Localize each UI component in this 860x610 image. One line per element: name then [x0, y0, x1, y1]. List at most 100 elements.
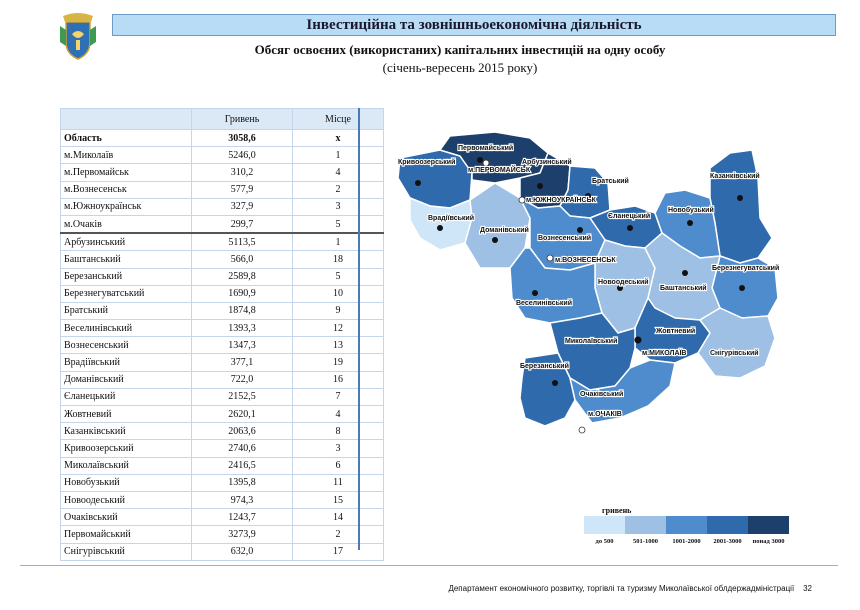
legend-swatch — [666, 516, 707, 534]
table-row: Миколаївський 2416,5 6 — [60, 456, 384, 475]
table-row: Кривоозерський 2740,6 3 — [60, 439, 384, 458]
legend-title: гривень — [602, 506, 632, 515]
row-rank: 2 — [292, 525, 384, 544]
row-rank: 3 — [292, 439, 384, 458]
map-label-yelanetskyi: Єланецький — [608, 212, 650, 220]
row-name: м.Южноукраїнськ — [60, 197, 192, 216]
row-value: 2740,6 — [191, 439, 293, 458]
row-name: Доманівський — [60, 370, 192, 389]
marker-arbuzynskyi — [537, 183, 543, 189]
row-rank: 6 — [292, 456, 384, 475]
legend-label: 1001-2000 — [672, 538, 700, 545]
row-name: м.Вознесенськ — [60, 180, 192, 199]
row-rank: 17 — [292, 542, 384, 561]
row-rank: 15 — [292, 490, 384, 510]
map-label-voznesenskyi: Вознесенський — [538, 234, 591, 242]
row-rank: 1 — [292, 146, 384, 165]
legend-label: 2001-3000 — [713, 538, 741, 545]
row-rank: 8 — [292, 422, 384, 441]
table-row: Веселинівський 1393,3 12 — [60, 319, 384, 338]
row-rank: 4 — [292, 404, 384, 424]
table-row: Очаківський 1243,7 14 — [60, 508, 384, 527]
marker-yelanetskyi — [627, 225, 633, 231]
footer: Департамент економічного розвитку, торгі… — [448, 584, 812, 593]
row-rank: 10 — [292, 284, 384, 303]
row-name: Жовтневий — [60, 404, 192, 424]
table-row: м.Миколаїв 5246,0 1 — [60, 146, 384, 165]
table-row: Баштанський 566,0 18 — [60, 250, 384, 269]
row-value: 3058,6 — [191, 128, 293, 148]
marker-voznesensk — [546, 254, 554, 262]
row-value: 974,3 — [191, 490, 293, 510]
row-rank: 2 — [292, 180, 384, 199]
district-veselynivskyi — [509, 247, 603, 324]
row-name: Казанківський — [60, 422, 192, 441]
row-name: Березанський — [60, 267, 192, 286]
row-value: 1690,9 — [191, 284, 293, 303]
map-label-bratskyi: Братський — [592, 177, 629, 185]
row-value: 632,0 — [191, 542, 293, 561]
row-value: 1393,3 — [191, 319, 293, 338]
header-value-cell: Гривень — [191, 108, 293, 130]
row-value: 327,9 — [191, 197, 293, 216]
row-value: 1395,8 — [191, 473, 293, 492]
footer-divider — [20, 565, 838, 566]
row-rank: 9 — [292, 301, 384, 321]
table-row: Жовтневий 2620,1 4 — [60, 404, 384, 424]
row-name: Березнегуватський — [60, 284, 192, 303]
district-snihurivskyi — [697, 307, 776, 379]
map-label-mykolaiv: м.МИКОЛАЇВ — [642, 349, 686, 357]
row-name: м.Очаків — [60, 214, 192, 234]
map-label-bereznehuvatskyi: Березнегуватський — [712, 264, 779, 272]
row-name: Єланецький — [60, 387, 192, 407]
map-label-kazankivskyi: Казанківський — [710, 172, 760, 180]
table-row: Новоодеський 974,3 15 — [60, 490, 384, 510]
row-value: 3273,9 — [191, 525, 293, 544]
table-header-row: Гривень Місце — [60, 108, 384, 130]
map-label-domanivskyi: Доманівський — [480, 226, 529, 234]
row-rank: 5 — [292, 267, 384, 286]
table-row: Новобузький 1395,8 11 — [60, 473, 384, 492]
header-name-cell — [60, 108, 192, 130]
marker-snihurivskyi — [747, 350, 753, 356]
row-name: м.Миколаїв — [60, 146, 192, 165]
table-row: м.Вознесенськ 577,9 2 — [60, 180, 384, 199]
marker-bratskyi — [585, 193, 591, 199]
row-value: 310,2 — [191, 163, 293, 182]
row-rank: 18 — [292, 250, 384, 269]
row-value: 2152,5 — [191, 387, 293, 407]
row-rank: 11 — [292, 473, 384, 492]
district-ochakivskyi — [569, 359, 676, 424]
marker-kazankivskyi — [737, 195, 743, 201]
row-name: Кривоозерський — [60, 439, 192, 458]
row-rank: 4 — [292, 163, 384, 182]
marker-yuzhnoukrainsk — [518, 196, 526, 204]
row-rank: 13 — [292, 336, 384, 355]
map-label-voznesensk: м.ВОЗНЕСЕНСЬК — [555, 257, 616, 264]
row-value: 2063,6 — [191, 422, 293, 441]
row-rank: 7 — [292, 387, 384, 407]
row-name: Веселинівський — [60, 319, 192, 338]
district-berezanskyi — [519, 352, 576, 427]
row-rank: х — [292, 128, 384, 148]
row-value: 1243,7 — [191, 508, 293, 527]
map-label-yuzhnoukrainsk: м.ЮЖНОУКРАЇНСЬК — [526, 196, 597, 204]
row-value: 566,0 — [191, 250, 293, 269]
marker-domanivskyi — [492, 237, 498, 243]
period-label: (січень-вересень 2015 року) — [382, 60, 538, 75]
table-row: Первомайський 3273,9 2 — [60, 525, 384, 544]
map-label-bashtanskyi: Баштанський — [660, 284, 707, 292]
investment-table: Гривень Місце Область 3058,6 х м.Миколаї… — [60, 108, 384, 561]
table-row: Доманівський 722,0 16 — [60, 370, 384, 389]
row-name: Миколаївський — [60, 456, 192, 475]
table-row: Снігурівський 632,0 17 — [60, 542, 384, 561]
legend-label: до 500 — [596, 538, 614, 545]
marker-ochakiv — [578, 426, 586, 434]
district-kazankivskyi — [709, 149, 773, 264]
row-name: Вознесенський — [60, 336, 192, 355]
map-label-veselynivskyi: Веселинівський — [516, 299, 572, 307]
marker-pervomaiskyi — [477, 157, 483, 163]
map-label-berezanskyi: Березанський — [520, 362, 569, 370]
row-value: 2589,8 — [191, 267, 293, 286]
